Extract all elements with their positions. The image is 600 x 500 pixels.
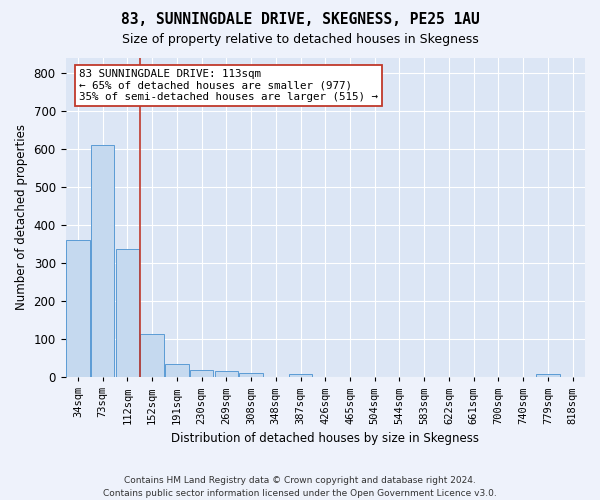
X-axis label: Distribution of detached houses by size in Skegness: Distribution of detached houses by size …: [171, 432, 479, 445]
Bar: [165, 364, 188, 377]
Bar: [91, 144, 115, 377]
Bar: [66, 240, 89, 377]
Bar: [239, 374, 263, 377]
Text: Contains HM Land Registry data © Crown copyright and database right 2024.
Contai: Contains HM Land Registry data © Crown c…: [103, 476, 497, 498]
Bar: [536, 374, 560, 377]
Y-axis label: Number of detached properties: Number of detached properties: [15, 124, 28, 310]
Bar: [215, 372, 238, 377]
Bar: [140, 334, 164, 377]
Text: 83 SUNNINGDALE DRIVE: 113sqm
← 65% of detached houses are smaller (977)
35% of s: 83 SUNNINGDALE DRIVE: 113sqm ← 65% of de…: [79, 69, 378, 102]
Bar: [289, 374, 312, 377]
Bar: [190, 370, 214, 377]
Text: 83, SUNNINGDALE DRIVE, SKEGNESS, PE25 1AU: 83, SUNNINGDALE DRIVE, SKEGNESS, PE25 1A…: [121, 12, 479, 28]
Text: Size of property relative to detached houses in Skegness: Size of property relative to detached ho…: [122, 32, 478, 46]
Bar: [116, 248, 139, 377]
